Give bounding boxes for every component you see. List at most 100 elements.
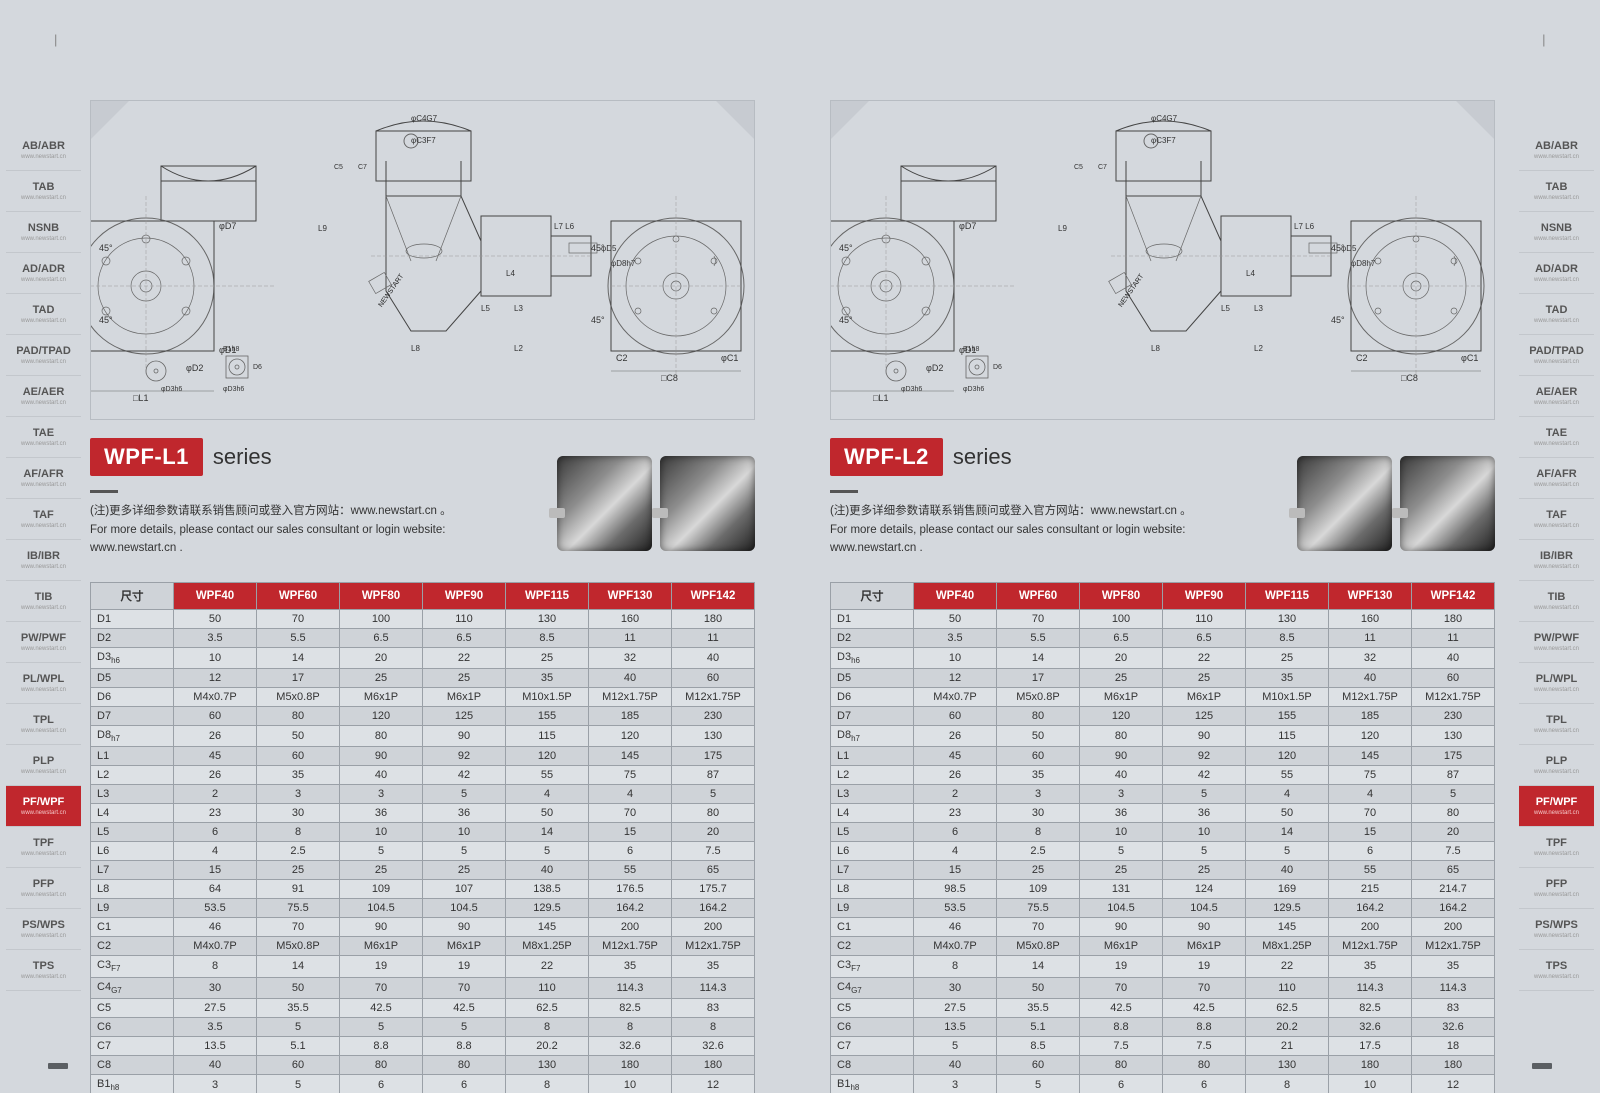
- cell-l6-wpf60[interactable]: 2.5: [257, 842, 340, 861]
- cell-l5-wpf40[interactable]: 6: [174, 823, 257, 842]
- cell-c6-wpf142[interactable]: 32.6: [1412, 1017, 1495, 1036]
- cell-l4-wpf90[interactable]: 36: [1163, 804, 1246, 823]
- cell-c1-wpf142[interactable]: 200: [1412, 918, 1495, 937]
- cell-c7-wpf142[interactable]: 18: [1412, 1036, 1495, 1055]
- cell-l2-wpf60[interactable]: 35: [997, 766, 1080, 785]
- cell-c1-wpf90[interactable]: 90: [423, 918, 506, 937]
- cell-d1-wpf40[interactable]: 50: [174, 610, 257, 629]
- cell-d2-wpf40[interactable]: 3.5: [914, 629, 997, 648]
- cell-c4-wpf115[interactable]: 110: [506, 977, 589, 998]
- cell-c4-wpf142[interactable]: 114.3: [672, 977, 755, 998]
- cell-l9-wpf130[interactable]: 164.2: [1329, 899, 1412, 918]
- cell-l9-wpf142[interactable]: 164.2: [1412, 899, 1495, 918]
- cell-l1-wpf40[interactable]: 45: [914, 747, 997, 766]
- cell-d5-wpf90[interactable]: 25: [1163, 669, 1246, 688]
- cell-c7-wpf90[interactable]: 7.5: [1163, 1036, 1246, 1055]
- cell-l2-wpf40[interactable]: 26: [914, 766, 997, 785]
- cell-c4-wpf90[interactable]: 70: [1163, 977, 1246, 998]
- cell-l3-wpf90[interactable]: 5: [423, 785, 506, 804]
- cell-d6-wpf60[interactable]: M5x0.8P: [257, 688, 340, 707]
- cell-d3-wpf60[interactable]: 14: [257, 648, 340, 669]
- cell-c7-wpf130[interactable]: 17.5: [1329, 1036, 1412, 1055]
- cell-b1-wpf90[interactable]: 6: [1163, 1074, 1246, 1093]
- cell-d1-wpf40[interactable]: 50: [914, 610, 997, 629]
- cell-c3-wpf60[interactable]: 14: [257, 956, 340, 977]
- cell-d6-wpf142[interactable]: M12x1.75P: [672, 688, 755, 707]
- cell-d2-wpf142[interactable]: 11: [672, 629, 755, 648]
- cell-c5-wpf142[interactable]: 83: [1412, 998, 1495, 1017]
- cell-c2-wpf90[interactable]: M6x1P: [1163, 937, 1246, 956]
- column-header-wpf142[interactable]: WPF142: [672, 583, 755, 610]
- cell-d2-wpf40[interactable]: 3.5: [174, 629, 257, 648]
- sidebar-item-pw-pwf[interactable]: PW/PWF www.newstart.cn: [6, 622, 81, 663]
- cell-d1-wpf115[interactable]: 130: [506, 610, 589, 629]
- cell-d6-wpf115[interactable]: M10x1.5P: [1246, 688, 1329, 707]
- cell-c7-wpf115[interactable]: 21: [1246, 1036, 1329, 1055]
- cell-l9-wpf60[interactable]: 75.5: [997, 899, 1080, 918]
- sidebar-item-ad-adr[interactable]: AD/ADR www.newstart.cn: [6, 253, 81, 294]
- cell-d6-wpf130[interactable]: M12x1.75P: [1329, 688, 1412, 707]
- column-header-wpf40[interactable]: WPF40: [174, 583, 257, 610]
- cell-l6-wpf142[interactable]: 7.5: [672, 842, 755, 861]
- cell-d1-wpf142[interactable]: 180: [672, 610, 755, 629]
- cell-c6-wpf40[interactable]: 13.5: [914, 1017, 997, 1036]
- cell-c1-wpf90[interactable]: 90: [1163, 918, 1246, 937]
- cell-c3-wpf80[interactable]: 19: [1080, 956, 1163, 977]
- sidebar-item-tib[interactable]: TIB www.newstart.cn: [6, 581, 81, 622]
- column-header-wpf115[interactable]: WPF115: [506, 583, 589, 610]
- sidebar-item-ab-abr[interactable]: AB/ABR www.newstart.cn: [1519, 130, 1594, 171]
- cell-l8-wpf142[interactable]: 175.7: [672, 880, 755, 899]
- cell-d5-wpf130[interactable]: 40: [1329, 669, 1412, 688]
- cell-l3-wpf90[interactable]: 5: [1163, 785, 1246, 804]
- cell-c6-wpf60[interactable]: 5: [257, 1017, 340, 1036]
- cell-c5-wpf80[interactable]: 42.5: [340, 998, 423, 1017]
- sidebar-item-ps-wps[interactable]: PS/WPS www.newstart.cn: [1519, 909, 1594, 950]
- cell-d7-wpf60[interactable]: 80: [997, 707, 1080, 726]
- cell-d5-wpf40[interactable]: 12: [174, 669, 257, 688]
- cell-d2-wpf142[interactable]: 11: [1412, 629, 1495, 648]
- cell-d2-wpf115[interactable]: 8.5: [506, 629, 589, 648]
- sidebar-item-nsnb[interactable]: NSNB www.newstart.cn: [6, 212, 81, 253]
- cell-d5-wpf60[interactable]: 17: [997, 669, 1080, 688]
- cell-d5-wpf142[interactable]: 60: [1412, 669, 1495, 688]
- cell-l1-wpf60[interactable]: 60: [997, 747, 1080, 766]
- cell-l7-wpf60[interactable]: 25: [997, 861, 1080, 880]
- cell-l6-wpf90[interactable]: 5: [1163, 842, 1246, 861]
- cell-d7-wpf60[interactable]: 80: [257, 707, 340, 726]
- cell-d8-wpf60[interactable]: 50: [257, 726, 340, 747]
- cell-d6-wpf115[interactable]: M10x1.5P: [506, 688, 589, 707]
- cell-l4-wpf90[interactable]: 36: [423, 804, 506, 823]
- cell-l4-wpf40[interactable]: 23: [914, 804, 997, 823]
- cell-d3-wpf142[interactable]: 40: [1412, 648, 1495, 669]
- cell-c6-wpf115[interactable]: 20.2: [1246, 1017, 1329, 1036]
- cell-c3-wpf80[interactable]: 19: [340, 956, 423, 977]
- cell-l4-wpf80[interactable]: 36: [340, 804, 423, 823]
- sidebar-item-tpf[interactable]: TPF www.newstart.cn: [6, 827, 81, 868]
- sidebar-item-pf-wpf[interactable]: PF/WPF www.newstart.cn: [6, 786, 81, 827]
- cell-l9-wpf80[interactable]: 104.5: [1080, 899, 1163, 918]
- cell-c3-wpf90[interactable]: 19: [423, 956, 506, 977]
- cell-d1-wpf90[interactable]: 110: [423, 610, 506, 629]
- cell-l7-wpf90[interactable]: 25: [423, 861, 506, 880]
- cell-c7-wpf130[interactable]: 32.6: [589, 1036, 672, 1055]
- cell-c4-wpf130[interactable]: 114.3: [1329, 977, 1412, 998]
- cell-d7-wpf40[interactable]: 60: [914, 707, 997, 726]
- cell-l5-wpf142[interactable]: 20: [1412, 823, 1495, 842]
- column-header-wpf60[interactable]: WPF60: [997, 583, 1080, 610]
- cell-l6-wpf90[interactable]: 5: [423, 842, 506, 861]
- cell-d7-wpf130[interactable]: 185: [1329, 707, 1412, 726]
- cell-l8-wpf90[interactable]: 107: [423, 880, 506, 899]
- cell-c3-wpf40[interactable]: 8: [174, 956, 257, 977]
- cell-b1-wpf130[interactable]: 10: [589, 1074, 672, 1093]
- cell-c5-wpf90[interactable]: 42.5: [423, 998, 506, 1017]
- cell-l5-wpf142[interactable]: 20: [672, 823, 755, 842]
- sidebar-item-pfp[interactable]: PFP www.newstart.cn: [1519, 868, 1594, 909]
- cell-l4-wpf115[interactable]: 50: [1246, 804, 1329, 823]
- cell-l8-wpf60[interactable]: 91: [257, 880, 340, 899]
- cell-l1-wpf115[interactable]: 120: [1246, 747, 1329, 766]
- cell-l8-wpf90[interactable]: 124: [1163, 880, 1246, 899]
- cell-l3-wpf80[interactable]: 3: [340, 785, 423, 804]
- cell-l4-wpf60[interactable]: 30: [257, 804, 340, 823]
- cell-l8-wpf80[interactable]: 131: [1080, 880, 1163, 899]
- cell-d5-wpf115[interactable]: 35: [506, 669, 589, 688]
